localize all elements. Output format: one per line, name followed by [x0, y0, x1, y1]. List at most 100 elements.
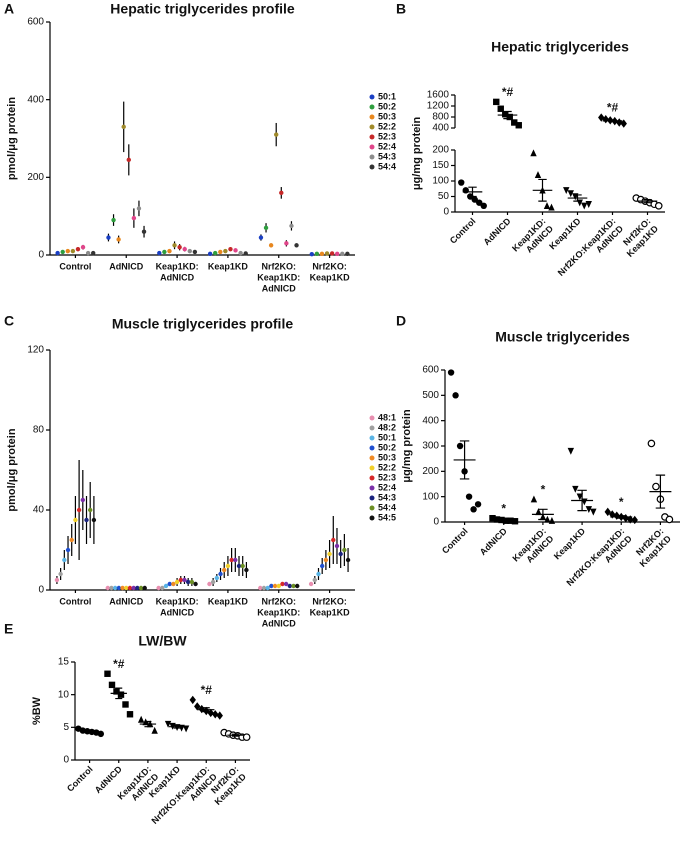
y-tick-label: 0: [443, 207, 449, 218]
error-bar: [144, 720, 152, 728]
mean-dot: [106, 235, 111, 240]
mean-dot: [279, 190, 284, 196]
y-tick-label: 40: [33, 505, 45, 516]
mean-dot: [124, 585, 129, 591]
error-bar: [538, 178, 547, 202]
error-bar: [538, 508, 548, 521]
data-point: [665, 515, 674, 524]
legend-label: 52:2: [378, 121, 396, 131]
y-tick-label: 0: [38, 585, 44, 596]
mean-dot: [105, 585, 110, 591]
data-point: [598, 113, 605, 122]
mean-dot: [127, 585, 133, 591]
mean-dot: [156, 585, 161, 591]
mean-dot: [163, 583, 169, 589]
mean-dot: [70, 248, 76, 254]
mean-dot: [312, 577, 317, 583]
mean-dot: [329, 251, 335, 256]
data-point: [590, 508, 597, 516]
x-tick-label: Keap1KD: [208, 596, 249, 606]
y-tick-label: 600: [422, 365, 439, 376]
mean-dot: [274, 132, 279, 137]
mean-dot: [174, 579, 180, 585]
mean-dot: [109, 585, 114, 591]
x-tick-label: Keap1KD:: [156, 596, 199, 606]
data-point: [604, 507, 611, 517]
data-point: [216, 711, 223, 720]
mean-dot: [258, 585, 263, 591]
error-bar: [503, 110, 512, 120]
mean-dot: [213, 250, 218, 256]
data-point: [458, 179, 465, 186]
mean-dot: [319, 251, 325, 257]
mean-dot: [131, 585, 136, 591]
mean-dot: [111, 217, 116, 223]
mean-dot: [187, 248, 192, 254]
data-point: [530, 495, 538, 503]
y-axis-label: μg/mg protein: [401, 409, 413, 483]
data-point: [511, 518, 519, 525]
legend-marker: [369, 475, 375, 481]
legend-marker: [369, 164, 375, 170]
data-point: [511, 119, 518, 126]
mean-dot: [116, 585, 122, 591]
mean-dot: [287, 583, 293, 589]
y-tick-label: 1600: [427, 90, 450, 101]
mean-dot: [73, 517, 78, 523]
error-bar: [468, 186, 477, 198]
y-tick-label: 80: [33, 425, 45, 436]
mean-dot: [162, 249, 167, 255]
data-point: [126, 711, 134, 718]
data-point: [122, 701, 129, 708]
y-tick-label: 5: [63, 722, 69, 733]
mean-dot: [338, 551, 343, 557]
x-tick-label: AdNICD: [109, 261, 143, 271]
mean-dot: [243, 251, 248, 256]
mean-dot: [265, 585, 270, 591]
data-point: [474, 501, 482, 508]
mean-dot: [131, 215, 137, 221]
data-point: [137, 715, 145, 723]
mean-dot: [207, 251, 213, 257]
mean-dot: [55, 250, 60, 256]
significance-mark: *: [541, 482, 546, 496]
data-point: [502, 111, 509, 118]
data-point: [515, 122, 522, 129]
data-point: [452, 392, 459, 399]
data-point: [585, 201, 592, 208]
mean-dot: [345, 557, 351, 563]
y-tick-label: 200: [422, 466, 439, 477]
mean-dot: [295, 583, 300, 589]
data-point: [470, 506, 477, 513]
legend-marker: [369, 154, 375, 160]
error-bar: [499, 518, 509, 522]
error-bar: [86, 729, 94, 733]
y-tick-label: 100: [422, 491, 439, 502]
y-tick-label: 200: [27, 172, 44, 183]
mean-dot: [84, 517, 89, 523]
error-bar: [231, 733, 239, 737]
x-tick-label: Keap1KD: [310, 607, 351, 617]
y-tick-label: 500: [422, 390, 439, 401]
x-tick-label: Keap1KD: [552, 526, 588, 562]
mean-dot: [160, 585, 165, 591]
data-point: [97, 730, 105, 738]
panel-label: D: [396, 313, 406, 329]
mean-dot: [91, 517, 97, 523]
data-point: [198, 704, 205, 714]
error-bar: [643, 199, 652, 204]
mean-dot: [272, 583, 278, 589]
legend-label: 52:3: [378, 472, 396, 482]
mean-dot: [316, 571, 321, 577]
panel-label: A: [4, 1, 14, 17]
data-point: [493, 98, 500, 106]
data-point: [104, 670, 111, 677]
error-bar: [577, 489, 587, 512]
legend-marker: [369, 435, 375, 441]
data-point: [476, 199, 483, 206]
mean-dot: [345, 251, 350, 257]
legend-marker: [369, 94, 375, 100]
legend-marker: [369, 445, 375, 451]
